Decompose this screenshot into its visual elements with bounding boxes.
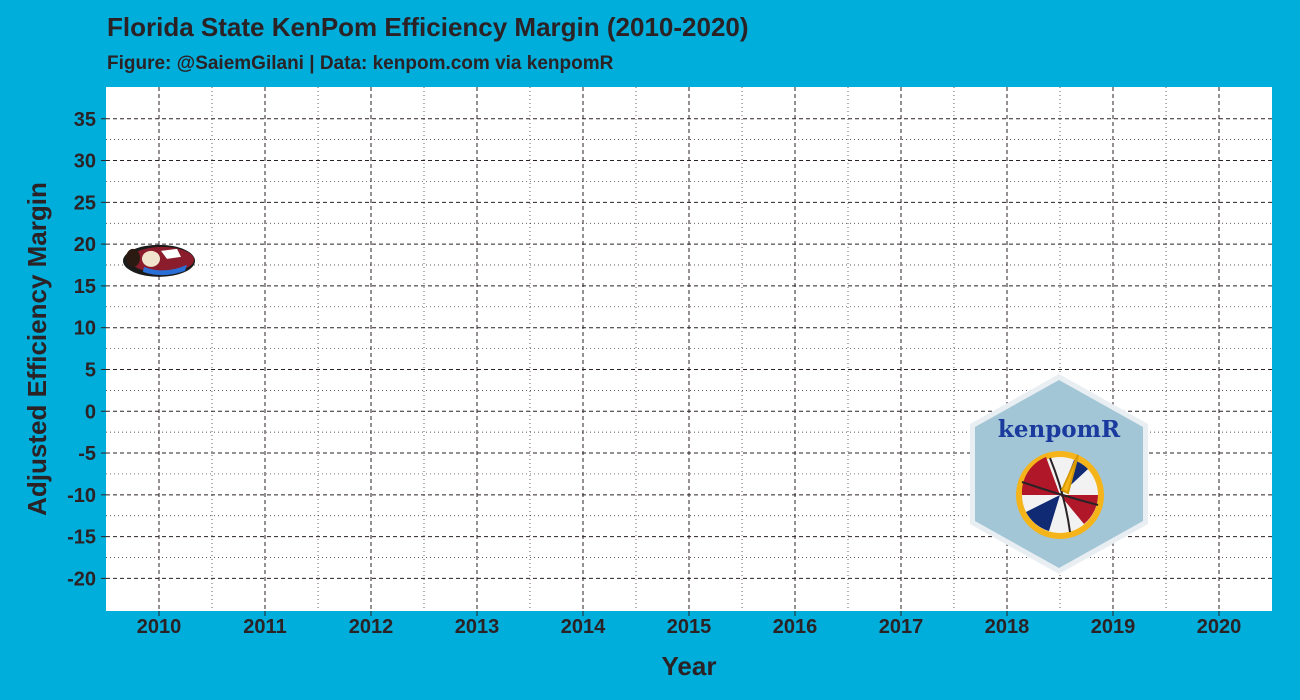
y-tick-label: 35 [74,109,96,131]
y-tick-label: 10 [74,318,96,340]
y-tick-label: -5 [78,443,96,465]
chart-title: Florida State KenPom Efficiency Margin (… [107,12,749,42]
grid-lines [106,87,1272,611]
x-tick-label: 2020 [1197,616,1242,638]
x-tick-label: 2012 [349,616,394,638]
y-tick-label: -20 [67,568,96,590]
chart-subtitle: Figure: @SaiemGilani | Data: kenpom.com … [107,53,614,74]
y-tick-label: 20 [74,234,96,256]
x-tick-label: 2015 [667,616,712,638]
y-tick-label: 0 [85,401,96,423]
x-tick-label: 2018 [985,616,1030,638]
y-tick-label: -10 [67,485,96,507]
y-tick-label: 5 [85,359,96,381]
x-tick-label: 2013 [455,616,500,638]
x-tick-label: 2019 [1091,616,1136,638]
x-tick-label: 2010 [137,616,182,638]
y-tick-label: 30 [74,151,96,173]
y-tick-label: 25 [74,192,96,214]
x-tick-label: 2017 [879,616,924,638]
x-axis-ticks: 2010 2011 2012 2013 2014 2015 2016 2017 2018 2019… [137,611,1242,638]
x-axis-title: Year [662,651,717,681]
x-tick-label: 2014 [561,616,606,638]
y-tick-label: 15 [74,276,96,298]
y-axis-title: Adjusted Efficiency Margin [22,182,52,516]
data-point-fsu-logo [123,244,195,277]
x-tick-label: 2016 [773,616,818,638]
y-tick-label: -15 [67,527,96,549]
kenpomr-logo-text: kenpomR [998,416,1121,443]
data-points [123,244,195,277]
y-axis-ticks: -20 -15 -10 -5 0 5 10 15 20 25 30 35 [67,109,106,590]
kenpomr-logo: kenpomR [970,374,1148,574]
x-tick-label: 2011 [243,616,286,638]
